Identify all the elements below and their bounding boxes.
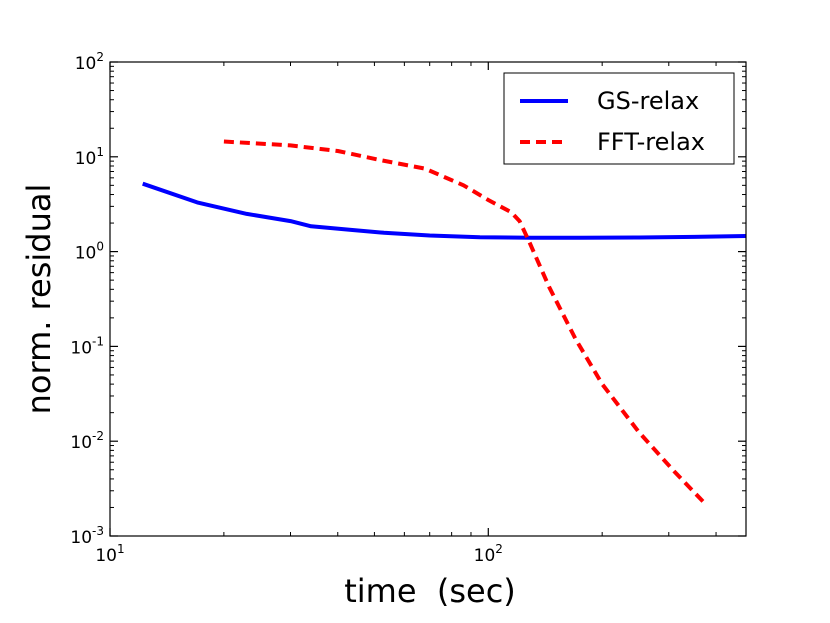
- y-tick-label: 10-2: [70, 429, 104, 453]
- y-tick-label: 10-1: [70, 334, 104, 358]
- y-tick-label: 102: [75, 50, 104, 74]
- legend: GS-relax FFT-relax: [503, 72, 735, 165]
- legend-box: [503, 72, 735, 165]
- y-tick-label: 100: [75, 240, 104, 264]
- series-layer: [142, 139, 746, 504]
- tick-labels: 101 102 10-3 10-2 10-1 100 101 102: [70, 50, 503, 566]
- y-tick-label: 10-3: [70, 524, 104, 548]
- legend-label-gs-relax: GS-relax: [597, 87, 699, 115]
- plot-frame: [109, 61, 747, 537]
- y-tick-label: 101: [75, 145, 104, 169]
- series-line-fft-relax: [223, 139, 705, 504]
- x-axis-label: time (sec): [344, 572, 516, 610]
- legend-label-fft-relax: FFT-relax: [597, 128, 705, 156]
- y-axis-label: norm. residual: [20, 184, 58, 415]
- series-line-gs-relax: [142, 181, 746, 240]
- x-tick-label: 102: [474, 542, 503, 566]
- x-tick-label: 101: [95, 542, 124, 566]
